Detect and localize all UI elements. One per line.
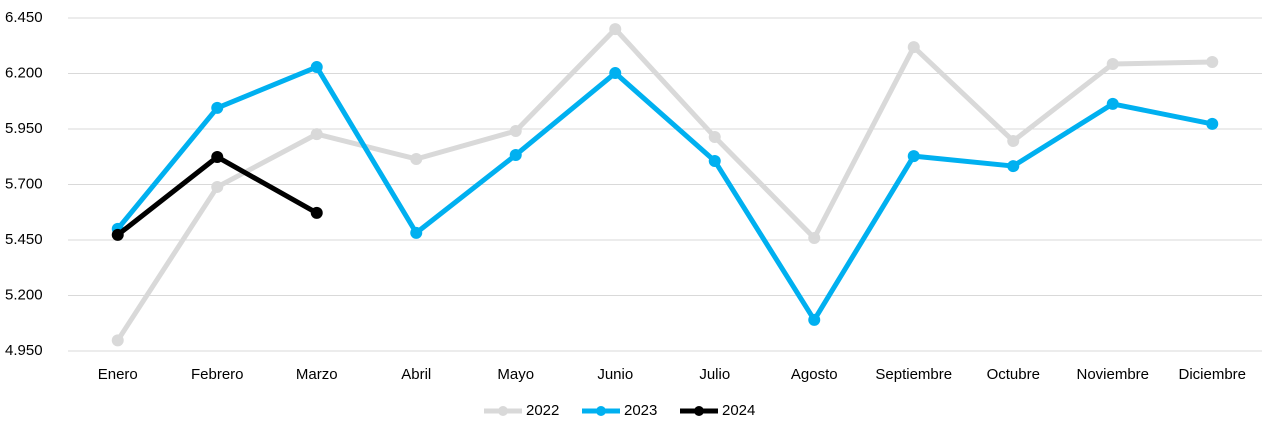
- point: [609, 67, 622, 80]
- legend-marker: [498, 406, 508, 416]
- y-tick-label: 4.950: [5, 342, 43, 359]
- y-tick-label: 5.700: [5, 175, 43, 192]
- series-line: [115, 64, 1213, 323]
- point: [1206, 55, 1219, 68]
- legend-label: 2023: [624, 402, 657, 419]
- point: [1007, 160, 1020, 173]
- x-tick-label: Mayo: [497, 366, 534, 383]
- x-tick-label: Diciembre: [1178, 366, 1246, 383]
- legend-marker: [596, 406, 606, 416]
- point: [410, 226, 423, 239]
- x-tick-label: Marzo: [296, 366, 338, 383]
- point: [410, 152, 423, 165]
- x-tick-label: Julio: [699, 366, 730, 383]
- point: [509, 124, 522, 137]
- x-tick-label: Septiembre: [875, 366, 952, 383]
- point: [111, 334, 124, 347]
- y-tick-label: 5.950: [5, 120, 43, 137]
- x-tick-label: Octubre: [987, 366, 1040, 383]
- point: [310, 128, 323, 141]
- x-tick-label: Noviembre: [1076, 366, 1149, 383]
- point: [907, 150, 920, 163]
- x-tick-label: Febrero: [191, 366, 244, 383]
- point: [609, 23, 622, 36]
- y-tick-label: 6.450: [5, 9, 43, 26]
- point: [1206, 117, 1219, 130]
- x-tick-label: Enero: [98, 366, 138, 383]
- legend-label: 2022: [526, 402, 559, 419]
- series-line: [115, 26, 1213, 342]
- point: [310, 61, 323, 74]
- point: [907, 41, 920, 54]
- point: [111, 228, 124, 241]
- point: [708, 130, 721, 143]
- y-tick-label: 5.450: [5, 231, 43, 248]
- point: [1106, 57, 1119, 70]
- point: [1007, 134, 1020, 147]
- point: [808, 313, 821, 326]
- legend-label: 2024: [722, 402, 755, 419]
- point: [211, 180, 224, 193]
- y-tick-label: 5.200: [5, 286, 43, 303]
- point: [509, 148, 522, 161]
- point: [310, 206, 323, 219]
- point: [211, 150, 224, 163]
- x-tick-label: Abril: [401, 366, 431, 383]
- x-tick-label: Agosto: [791, 366, 838, 383]
- point: [808, 232, 821, 245]
- y-tick-label: 6.200: [5, 64, 43, 81]
- point: [211, 101, 224, 114]
- point: [708, 154, 721, 167]
- x-tick-label: Junio: [597, 366, 633, 383]
- point: [1106, 97, 1119, 110]
- legend-marker: [694, 406, 704, 416]
